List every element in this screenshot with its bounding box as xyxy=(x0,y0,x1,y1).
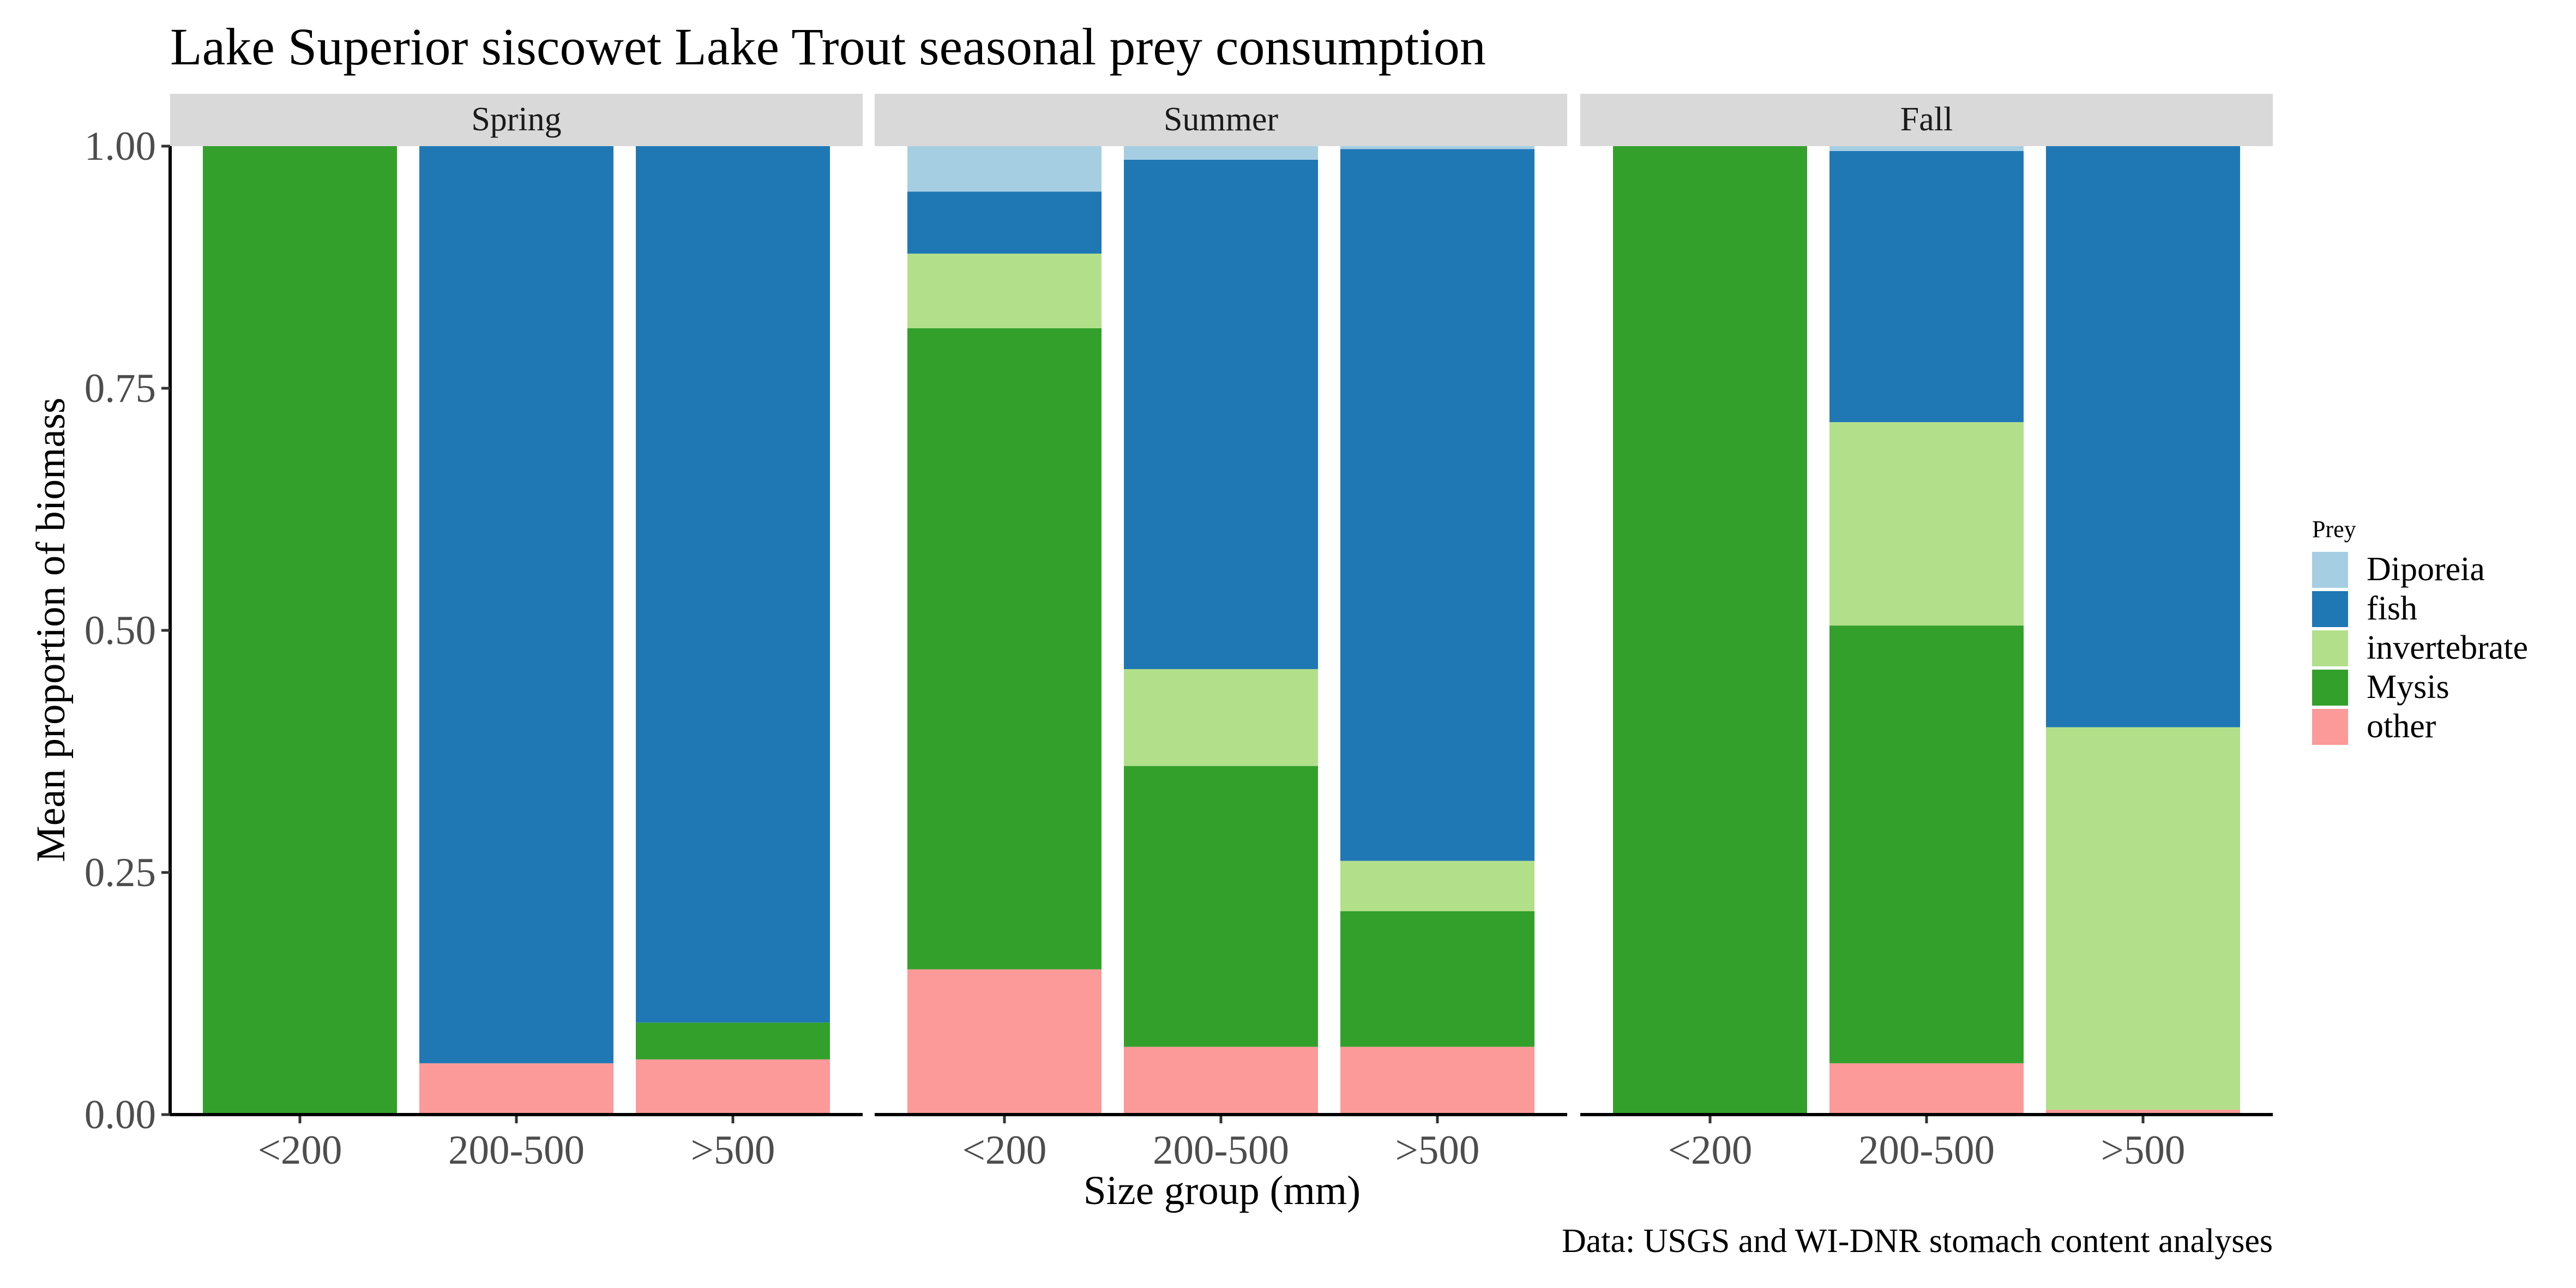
y-tick-label: 1.00 xyxy=(85,124,156,169)
legend-item-diporeia: Diporeia xyxy=(2312,551,2485,588)
bar-fall-200-mysis xyxy=(1613,146,1807,1115)
legend-swatch-mysis xyxy=(2312,670,2348,706)
y-axis: 0.00 0.25 0.50 0.75 1.00 xyxy=(85,124,172,1137)
bar-summer-200-500-mysis xyxy=(1124,766,1318,1047)
bar-summer-200-500-diporeia xyxy=(1124,146,1318,160)
facet-strip-label-summer: Summer xyxy=(1164,101,1278,138)
bar-summer-200-invertebrate xyxy=(907,254,1102,328)
bar-fall-500-fish xyxy=(2046,146,2240,727)
facet-strip-summer xyxy=(875,94,1567,146)
bar-fall-200-500-diporeia xyxy=(1829,146,2024,151)
bar-summer-200-other xyxy=(907,969,1102,1115)
bar-summer-500-fish xyxy=(1340,149,1534,861)
legend-item-invertebrate: invertebrate xyxy=(2312,629,2528,666)
legend-label-diporeia: Diporeia xyxy=(2367,551,2485,588)
legend-item-fish: fish xyxy=(2312,590,2417,627)
y-tick-label: 0.25 xyxy=(85,850,156,895)
x-tick-label-fall-200: <200 xyxy=(1668,1128,1753,1173)
y-axis-label: Mean proportion of biomass xyxy=(28,398,74,862)
bar-summer-500-mysis xyxy=(1340,911,1534,1047)
bar-spring-500-other xyxy=(636,1059,830,1115)
bar-fall-200-500-other xyxy=(1829,1063,2024,1115)
legend-label-invertebrate: invertebrate xyxy=(2367,629,2528,666)
bar-summer-500-diporeia xyxy=(1340,146,1534,149)
legend-swatch-diporeia xyxy=(2312,552,2348,588)
facet-strip-label-spring: Spring xyxy=(471,101,561,138)
legend-label-fish: fish xyxy=(2367,590,2417,627)
x-tick-label-summer-500: >500 xyxy=(1395,1128,1480,1173)
bar-summer-500-other xyxy=(1340,1046,1534,1115)
bar-spring-200-mysis xyxy=(203,146,397,1115)
y-tick-label: 0.00 xyxy=(85,1092,156,1137)
bar-summer-200-500-invertebrate xyxy=(1124,669,1318,766)
facet-summer: Summer <200 200-500 >500 xyxy=(875,94,1567,1173)
x-tick-label-fall-500: >500 xyxy=(2101,1128,2186,1173)
chart-caption: Data: USGS and WI-DNR stomach content an… xyxy=(1562,1223,2273,1260)
x-tick-label-spring-200-500: 200-500 xyxy=(448,1128,585,1173)
bar-fall-200-500-fish xyxy=(1829,151,2024,423)
x-tick-label-summer-200: <200 xyxy=(962,1128,1047,1173)
facet-strip-fall xyxy=(1580,94,2273,146)
chart-title: Lake Superior siscowet Lake Trout season… xyxy=(170,17,1486,76)
bar-fall-200-500-invertebrate xyxy=(1829,422,2024,626)
facet-spring: Spring <200 200-500 >500 xyxy=(170,94,863,1173)
legend-swatch-fish xyxy=(2312,591,2348,627)
bar-summer-200-500-other xyxy=(1124,1046,1318,1115)
facet-strip-label-fall: Fall xyxy=(1900,101,1953,138)
bar-spring-200-500-fish xyxy=(419,146,613,1063)
bar-summer-200-500-fish xyxy=(1124,159,1318,670)
facet-fall: Fall <200 200-500 >500 xyxy=(1580,94,2273,1173)
bar-spring-200-500-other xyxy=(419,1063,613,1115)
legend-swatch-other xyxy=(2312,709,2348,745)
x-tick-label-fall-200-500: 200-500 xyxy=(1858,1128,1995,1173)
bar-fall-500-other xyxy=(2046,1110,2240,1115)
bar-spring-500-fish xyxy=(636,146,830,1023)
x-axis-label: Size group (mm) xyxy=(1084,1168,1361,1213)
legend-label-mysis: Mysis xyxy=(2367,669,2449,706)
y-tick-label: 0.75 xyxy=(85,366,156,411)
bar-fall-500-invertebrate xyxy=(2046,727,2240,1110)
bar-spring-500-mysis xyxy=(636,1022,830,1060)
bar-summer-200-fish xyxy=(907,191,1102,254)
legend-item-other: other xyxy=(2312,708,2436,745)
bar-summer-200-diporeia xyxy=(907,146,1102,192)
x-tick-label-summer-200-500: 200-500 xyxy=(1153,1128,1289,1173)
bar-summer-500-invertebrate xyxy=(1340,860,1534,912)
legend-title: Prey xyxy=(2312,516,2356,543)
facet-panels: Spring <200 200-500 >500 Summer <200 200-500 >5… xyxy=(170,94,2273,1173)
y-tick-label: 0.50 xyxy=(85,608,156,653)
facet-strip-spring xyxy=(170,94,863,146)
x-tick-label-spring-200: <200 xyxy=(258,1128,342,1173)
legend-swatch-invertebrate xyxy=(2312,630,2348,666)
bar-summer-200-mysis xyxy=(907,328,1102,970)
x-tick-label-spring-500: >500 xyxy=(691,1128,775,1173)
bar-fall-200-500-mysis xyxy=(1829,625,2024,1063)
legend-item-mysis: Mysis xyxy=(2312,669,2449,706)
legend-label-other: other xyxy=(2367,708,2436,745)
